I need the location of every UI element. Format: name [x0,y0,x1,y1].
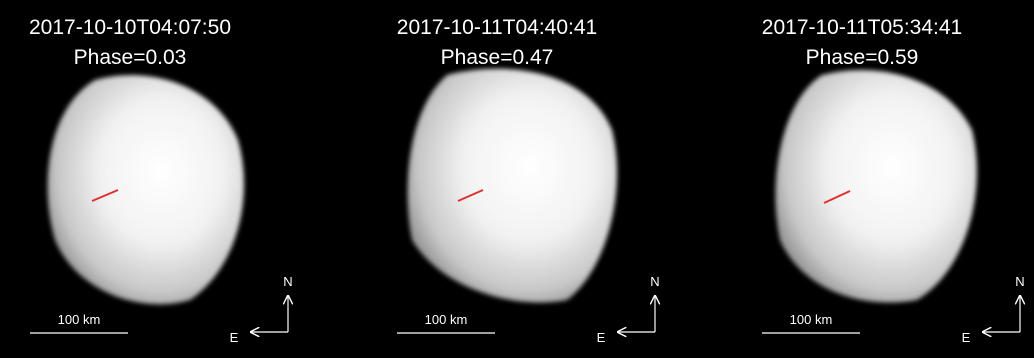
north-label: N [650,274,659,289]
north-label: N [283,274,292,289]
timestamp: 2017-10-10T04:07:50 [29,16,231,39]
asteroid [408,69,617,303]
timestamp: 2017-10-11T05:34:41 [762,16,962,39]
east-label: E [962,330,971,345]
phase: Phase=0.59 [806,46,919,69]
asteroid [48,75,244,304]
north-label: N [1015,274,1024,289]
scale-label: 100 km [58,312,101,327]
scale-label: 100 km [790,312,833,327]
east-label: E [597,330,606,345]
asteroid [775,70,976,302]
figure: 2017-10-10T04:07:50 Phase=0.03 100 km N E 201… [0,0,1034,358]
timestamp: 2017-10-11T04:40:41 [397,16,597,39]
phase: Phase=0.47 [441,46,554,69]
east-label: E [230,330,239,345]
scale-label: 100 km [425,312,468,327]
phase: Phase=0.03 [74,46,187,69]
